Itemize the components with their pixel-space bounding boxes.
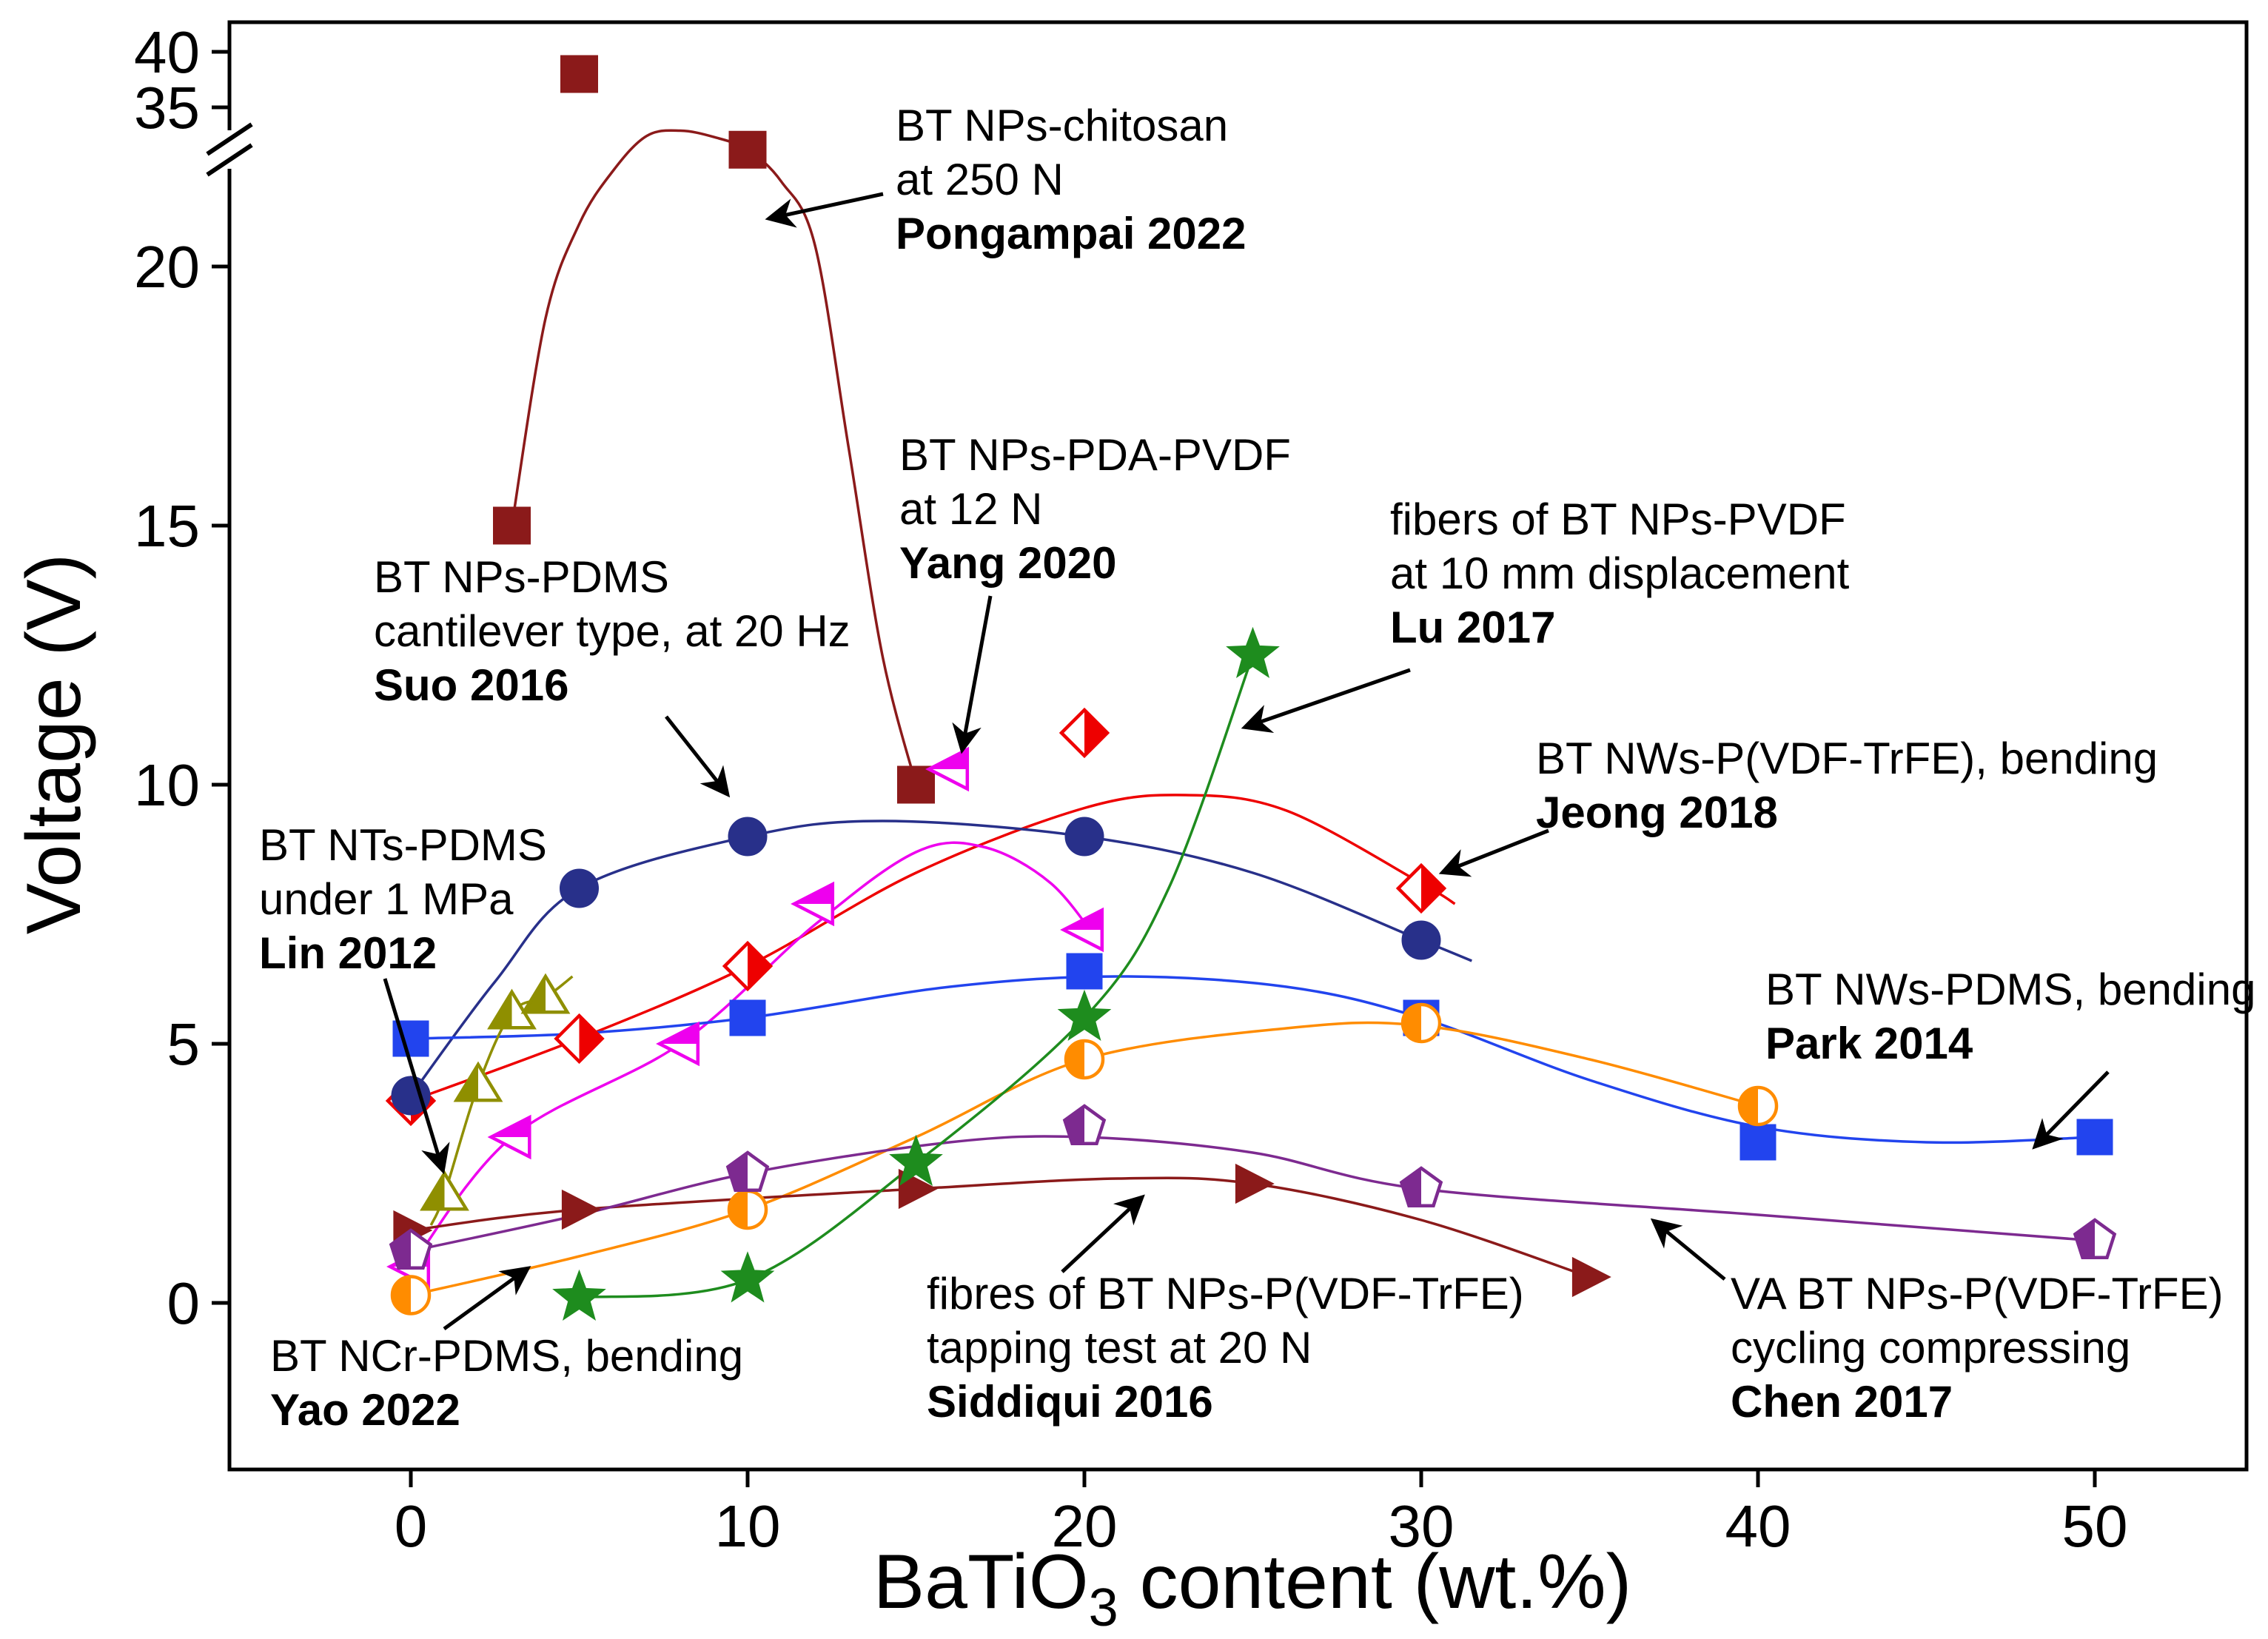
point-yang-2020 [656, 1021, 700, 1067]
point-jeong-2018 [1058, 707, 1110, 759]
annotation-yang-2020: BT NPs-PDA-PVDF at 12 N Yang 2020 [899, 430, 1291, 588]
x-tick-label: 40 [1725, 1493, 1791, 1559]
y-tick-label: 15 [134, 493, 200, 559]
point-lin-2012 [453, 1061, 503, 1102]
annotation-lin-2012: BT NTs-PDMS under 1 MPa Lin 2012 [259, 820, 547, 978]
curve-lu-2017 [579, 654, 1255, 1299]
point-yao-2022 [1064, 1039, 1105, 1080]
point-siddiqui-2016 [1571, 1256, 1611, 1298]
curves-layer [409, 129, 2096, 1299]
point-jeong-2018 [722, 940, 774, 992]
annotation-suo-2016: BT NPs-PDMS cantilever type, at 20 Hz Suo … [374, 552, 850, 710]
y-axis-title: Voltage (V) [11, 554, 97, 935]
x-tick-label: 30 [1389, 1493, 1455, 1559]
point-jeong-2018 [554, 1013, 605, 1065]
plot-frame [227, 20, 2249, 1472]
point-park-2014 [729, 999, 766, 1036]
annotation-siddiqui-2016: fibres of BT NPs-P(VDF-TrFE) tapping test… [927, 1269, 1524, 1427]
point-yang-2020 [925, 746, 970, 792]
y-tick-label: 0 [167, 1270, 201, 1336]
point-yao-2022 [727, 1189, 768, 1230]
point-chen-2017 [2073, 1218, 2117, 1259]
point-lin-2012 [420, 1170, 469, 1211]
y-tick-label: 35 [134, 75, 200, 141]
curve-suo-2016 [409, 820, 1472, 1097]
curve-pongampai-2022 [510, 129, 918, 785]
point-yao-2022 [1400, 1002, 1442, 1044]
annotation-arrow [1650, 1218, 1726, 1281]
point-lin-2012 [487, 988, 537, 1030]
point-lu-2017 [889, 1134, 943, 1186]
point-lu-2017 [1226, 626, 1280, 678]
curve-park-2014 [410, 975, 2096, 1144]
point-lu-2017 [720, 1251, 775, 1303]
annotation-arrow [1061, 1194, 1145, 1273]
point-suo-2016 [559, 868, 600, 908]
point-pongampai-2022 [897, 765, 935, 804]
annotation-arrow [765, 192, 884, 228]
annotation-yao-2022: BT NCr-PDMS, bending Yao 2022 [270, 1331, 743, 1435]
point-siddiqui-2016 [561, 1189, 601, 1230]
curve-chen-2017 [410, 1135, 2096, 1253]
annotations-layer: BT NPs-chitosan at 250 N Pongampai 2022 BT … [259, 101, 2255, 1435]
x-tick-label: 0 [395, 1493, 428, 1559]
point-chen-2017 [1399, 1166, 1443, 1207]
annotation-pongampai-2022: BT NPs-chitosan at 250 N Pongampai 2022 [896, 101, 1247, 258]
point-yang-2020 [1060, 907, 1104, 953]
point-chen-2017 [1062, 1104, 1107, 1145]
point-park-2014 [1066, 953, 1103, 990]
annotation-lu-2017: fibers of BT NPs-PVDF at 10 mm displaceme… [1390, 495, 1850, 652]
annotation-arrow [1438, 828, 1549, 877]
point-pongampai-2022 [560, 55, 598, 93]
annotation-chen-2017: VA BT NPs-P(VDF-TrFE) cycling compressing… [1731, 1269, 2224, 1427]
markers-layer [385, 55, 2117, 1321]
annotation-arrow [383, 978, 450, 1175]
y-tick-label: 40 [134, 19, 200, 85]
x-tick-label: 50 [2062, 1493, 2128, 1559]
axis-break-mark [206, 143, 253, 177]
point-suo-2016 [728, 817, 768, 857]
point-suo-2016 [1401, 920, 1441, 960]
axis-break-mark [206, 122, 253, 156]
annotation-jeong-2018: BT NWs-P(VDF-TrFE), bending Jeong 2018 [1536, 734, 2158, 837]
annotation-arrow [443, 1266, 531, 1331]
point-pongampai-2022 [493, 506, 531, 545]
point-chen-2017 [725, 1150, 770, 1192]
point-park-2014 [1739, 1124, 1777, 1161]
y-tick-label: 20 [134, 234, 200, 300]
annotation-park-2014: BT NWs-PDMS, bending Park 2014 [1765, 965, 2255, 1068]
x-tick-label: 10 [715, 1493, 781, 1559]
annotation-arrow [665, 715, 731, 798]
point-siddiqui-2016 [1235, 1163, 1275, 1204]
point-yao-2022 [390, 1275, 432, 1315]
point-park-2014 [2076, 1119, 2113, 1156]
x-tick-label: 20 [1052, 1493, 1118, 1559]
point-chen-2017 [389, 1228, 433, 1270]
point-lu-2017 [552, 1269, 606, 1321]
y-tick-label: 10 [134, 752, 200, 818]
point-yang-2020 [791, 881, 835, 927]
point-yao-2022 [1737, 1085, 1779, 1127]
point-jeong-2018 [1395, 862, 1447, 914]
point-suo-2016 [1064, 817, 1104, 857]
curve-jeong-2018 [410, 794, 1456, 1102]
point-pongampai-2022 [728, 130, 767, 169]
point-yang-2020 [487, 1114, 531, 1160]
annotation-arrow [1241, 668, 1411, 733]
point-lu-2017 [1057, 989, 1112, 1041]
annotation-arrow [952, 595, 993, 754]
y-tick-label: 5 [167, 1011, 201, 1077]
x-axis-title: BaTiO3 content (wt.%) [873, 1539, 1632, 1638]
point-lin-2012 [520, 973, 571, 1014]
point-suo-2016 [391, 1076, 431, 1116]
annotation-arrow [2032, 1070, 2110, 1150]
